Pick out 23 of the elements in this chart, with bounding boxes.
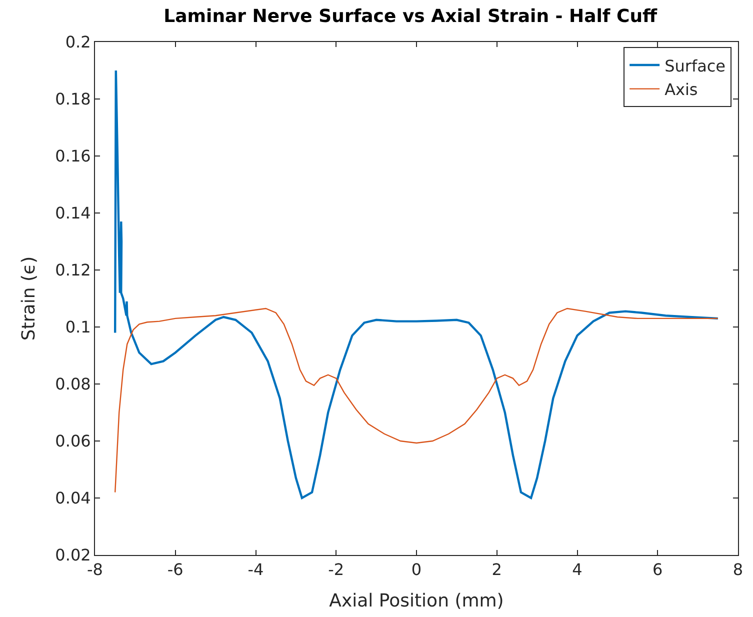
legend-label: Axis — [664, 80, 698, 100]
x-tick-label: 4 — [572, 560, 582, 580]
chart-title: Laminar Nerve Surface vs Axial Strain - Half Cuff — [164, 6, 658, 27]
x-tick-label: 6 — [652, 560, 663, 580]
y-tick-label: 0.06 — [55, 432, 91, 451]
y-tick-label: 0.1 — [65, 318, 91, 337]
y-tick-label: 0.12 — [55, 260, 91, 280]
y-tick-label: 0.18 — [55, 90, 91, 109]
y-tick-label: 0.08 — [55, 374, 91, 394]
y-tick-label: 0.2 — [65, 32, 91, 52]
y-axis-title: Strain (ϵ) — [18, 256, 40, 341]
x-tick-label: 0 — [411, 560, 422, 580]
x-tick-label: -6 — [167, 560, 184, 580]
x-axis-title: Axial Position (mm) — [329, 590, 504, 612]
x-tick-label: -4 — [248, 560, 264, 580]
y-tick-label: 0.04 — [55, 488, 91, 508]
x-tick-label: -2 — [328, 560, 344, 580]
legend-label: Surface — [664, 56, 726, 76]
y-tick-label: 0.14 — [55, 204, 91, 223]
x-tick-label: 8 — [732, 560, 744, 580]
x-tick-label: 2 — [492, 560, 502, 580]
line-series — [114, 308, 719, 493]
y-tick-label: 0.16 — [55, 146, 91, 166]
